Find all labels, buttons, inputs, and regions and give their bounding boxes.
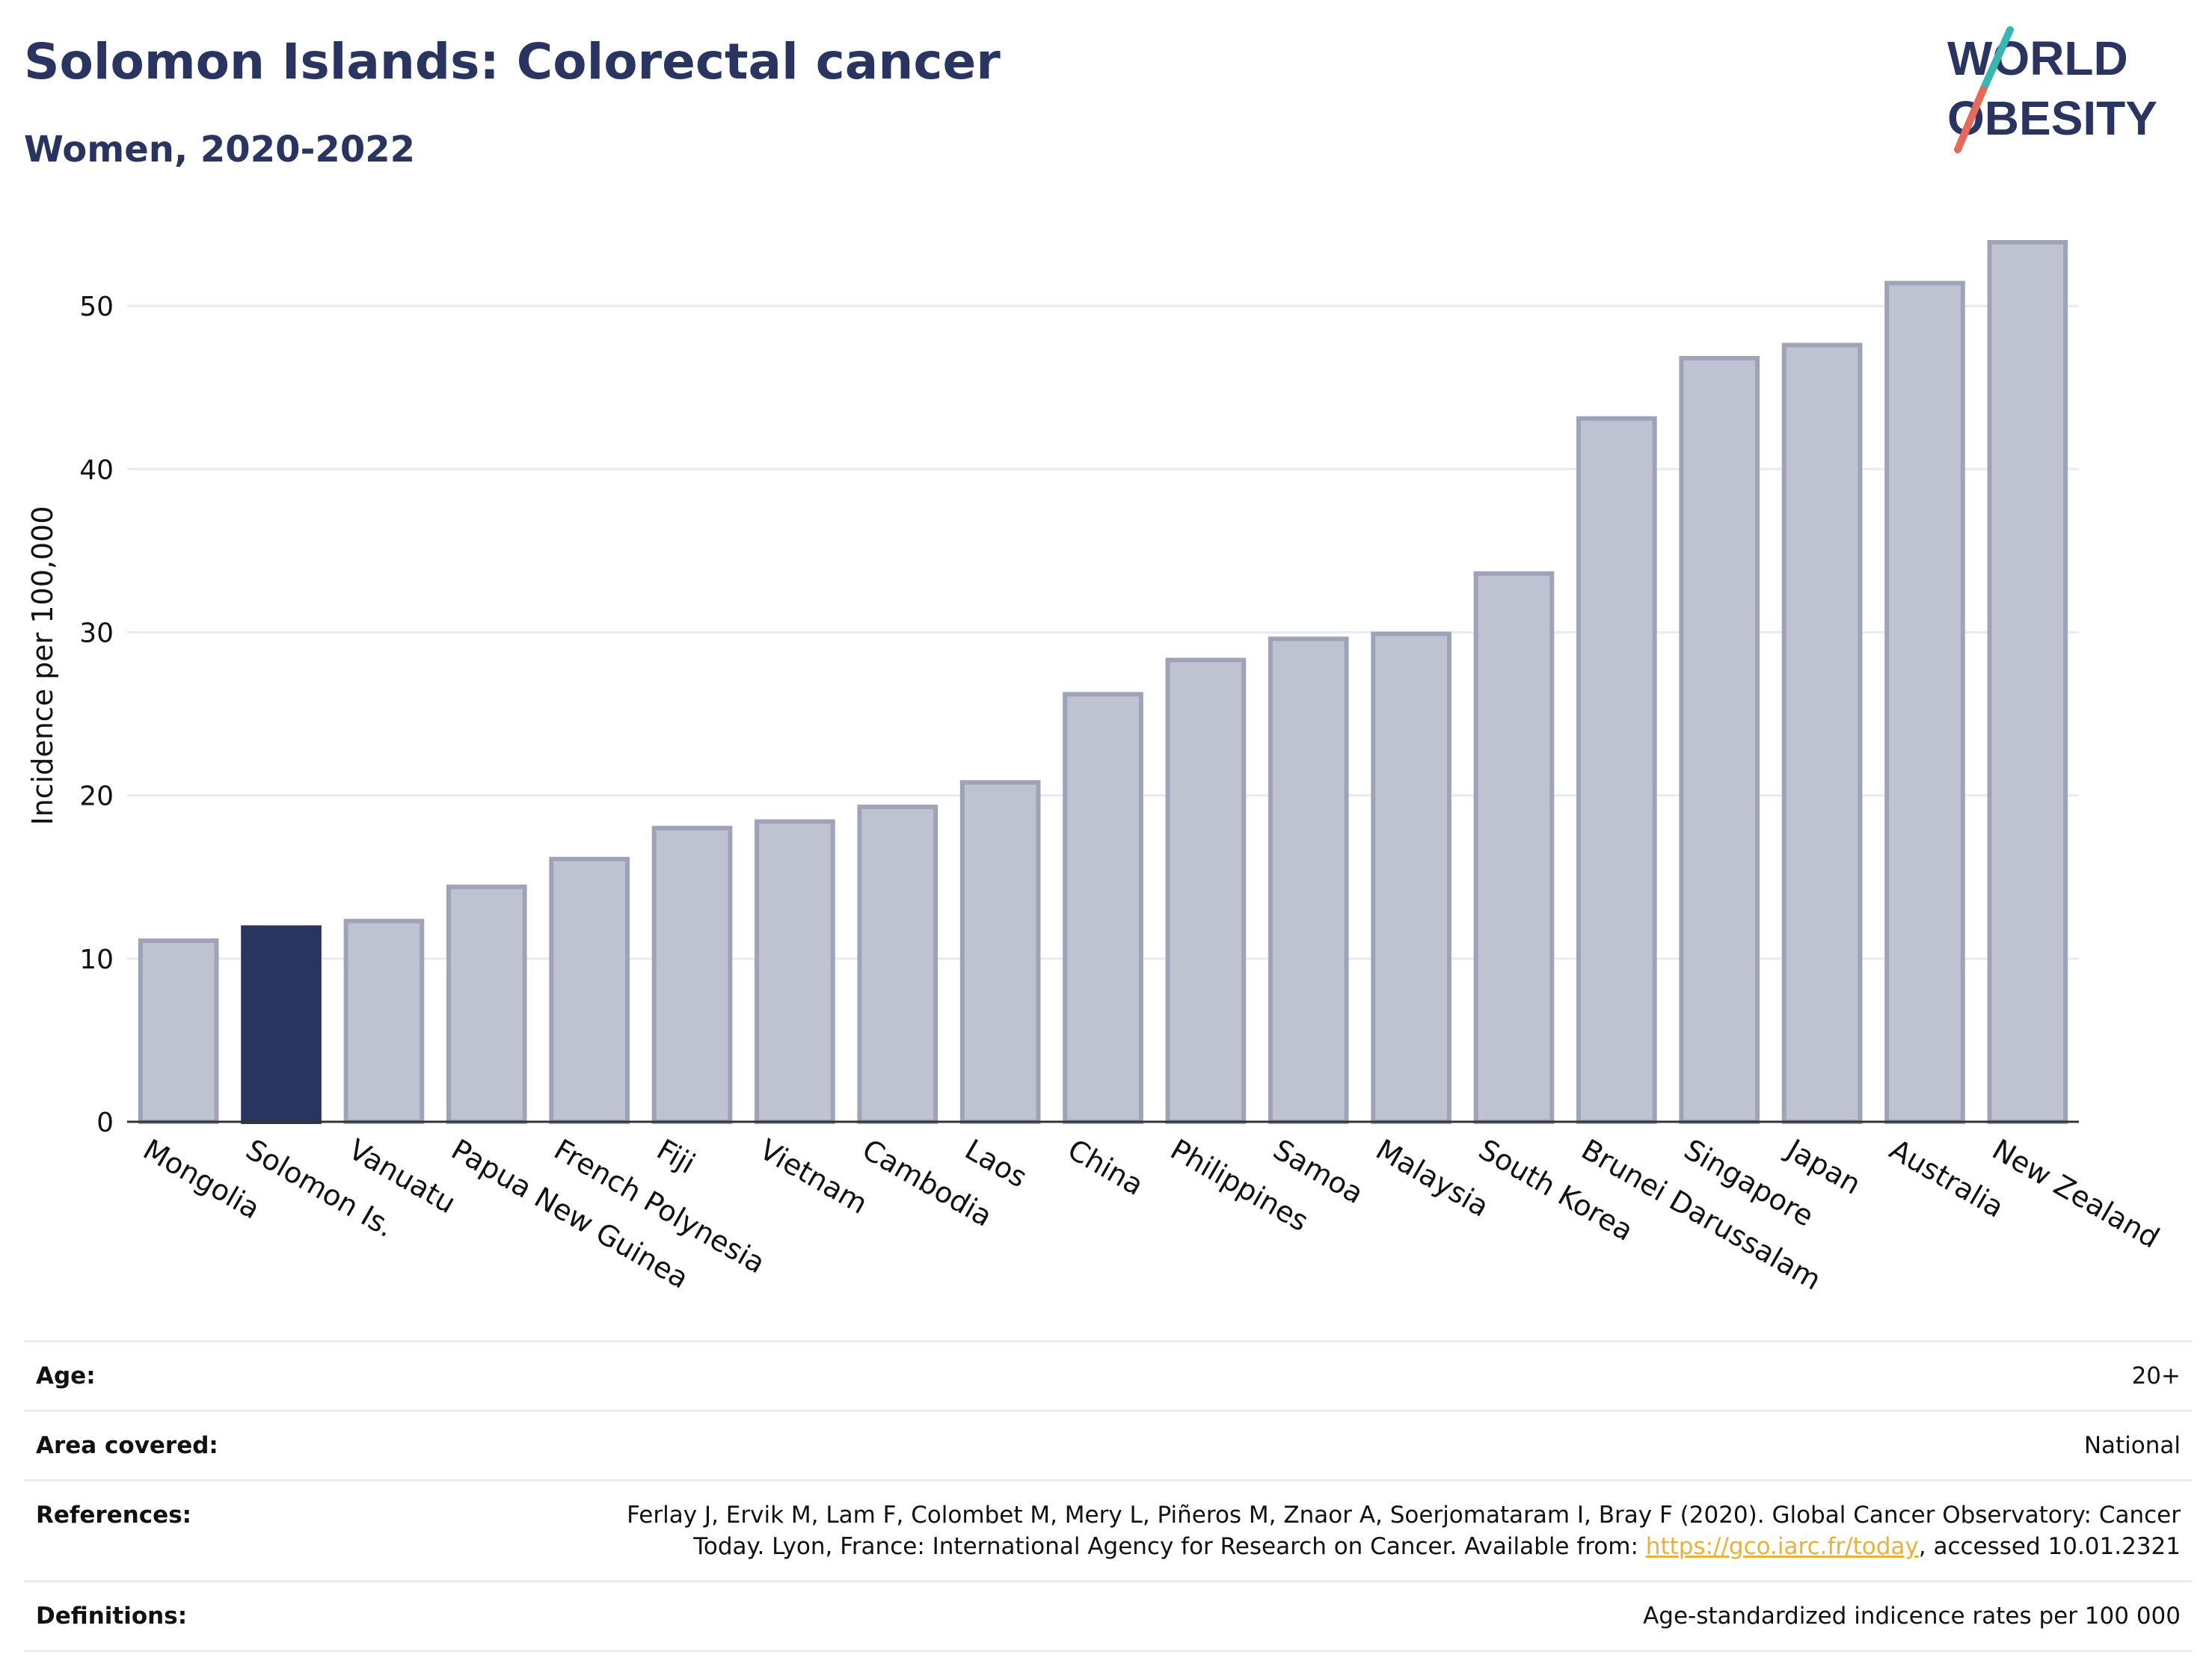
meta-label-references: References: <box>36 1502 192 1529</box>
reference-line2-pre: Today. Lyon, France: International Agenc… <box>693 1533 1646 1560</box>
y-tick-label: 10 <box>79 945 114 975</box>
x-tick-label: Mongolia <box>138 1133 265 1226</box>
meta-row-age: Age: 20+ <box>24 1340 2193 1410</box>
x-tick-label: Australia <box>1884 1133 2009 1224</box>
metadata-table: Age: 20+ Area covered: National Referenc… <box>24 1340 2193 1652</box>
y-axis-label: Incidence per 100,000 <box>26 506 59 825</box>
y-axis-ticks: 0 10 20 30 40 50 <box>79 292 114 1138</box>
bars <box>138 240 2068 1125</box>
reference-line2-post: , accessed 10.01.2321 <box>1918 1533 2181 1560</box>
x-tick-label: Vietnam <box>754 1133 873 1220</box>
meta-value-area: National <box>2083 1432 2181 1459</box>
bar-samoa <box>1268 636 1349 1124</box>
reference-line1: Ferlay J, Ervik M, Lam F, Colombet M, Me… <box>627 1502 2181 1529</box>
meta-row-references: References: Ferlay J, Ervik M, Lam F, Co… <box>24 1479 2193 1580</box>
y-tick-label: 30 <box>79 618 114 648</box>
bar-papua-new-guinea <box>446 884 527 1125</box>
x-tick-label: China <box>1063 1133 1149 1202</box>
world-obesity-logo: WORLD OBESITY <box>1947 26 2157 153</box>
chart-title: Solomon Islands: Colorectal cancer <box>24 33 1001 90</box>
bar-vietnam <box>755 819 835 1124</box>
bar-fiji <box>651 826 733 1124</box>
bar-cambodia <box>857 804 938 1124</box>
x-tick-label: Fiji <box>651 1133 701 1180</box>
y-tick-label: 50 <box>79 292 114 322</box>
meta-label-age: Age: <box>36 1363 96 1390</box>
bar-vanuatu <box>343 918 425 1124</box>
chart-subtitle: Women, 2020-2022 <box>24 129 416 171</box>
y-tick-label: 20 <box>79 782 114 812</box>
bar-solomon-is- <box>241 925 322 1124</box>
logo-slash-coral <box>1954 86 1987 153</box>
meta-row-definitions: Definitions: Age-standardized indicence … <box>24 1580 2193 1652</box>
bar-singapore <box>1679 355 1760 1124</box>
y-tick-label: 40 <box>79 455 114 485</box>
logo-slash-teal <box>1979 26 2014 93</box>
x-tick-label: Laos <box>959 1133 1033 1194</box>
bar-china <box>1063 692 1143 1124</box>
bar-brunei-darussalam <box>1576 416 1657 1124</box>
bar-australia <box>1884 280 1965 1125</box>
bar-japan <box>1781 343 1863 1124</box>
meta-label-area: Area covered: <box>36 1432 218 1459</box>
bar-new-zealand <box>1987 240 2068 1124</box>
meta-row-area: Area covered: National <box>24 1410 2193 1479</box>
x-tick-label: Malaysia <box>1371 1133 1495 1223</box>
bar-south-korea <box>1473 571 1555 1124</box>
meta-value-age: 20+ <box>2131 1363 2181 1390</box>
meta-value-definitions: Age-standardized indicence rates per 100… <box>1643 1603 2181 1630</box>
reference-link[interactable]: https://gco.iarc.fr/today <box>1645 1533 1919 1560</box>
bar-mongolia <box>138 938 219 1125</box>
meta-label-definitions: Definitions: <box>36 1603 188 1630</box>
y-tick-label: 0 <box>96 1108 114 1138</box>
bar-laos <box>959 780 1041 1124</box>
x-tick-label: New Zealand <box>1987 1133 2165 1255</box>
meta-value-references: Ferlay J, Ervik M, Lam F, Colombet M, Me… <box>627 1499 2181 1562</box>
bar-malaysia <box>1371 631 1451 1124</box>
bar-philippines <box>1165 657 1247 1124</box>
bar-french-polynesia <box>549 856 630 1125</box>
logo-line1: WORLD <box>1947 31 2128 85</box>
